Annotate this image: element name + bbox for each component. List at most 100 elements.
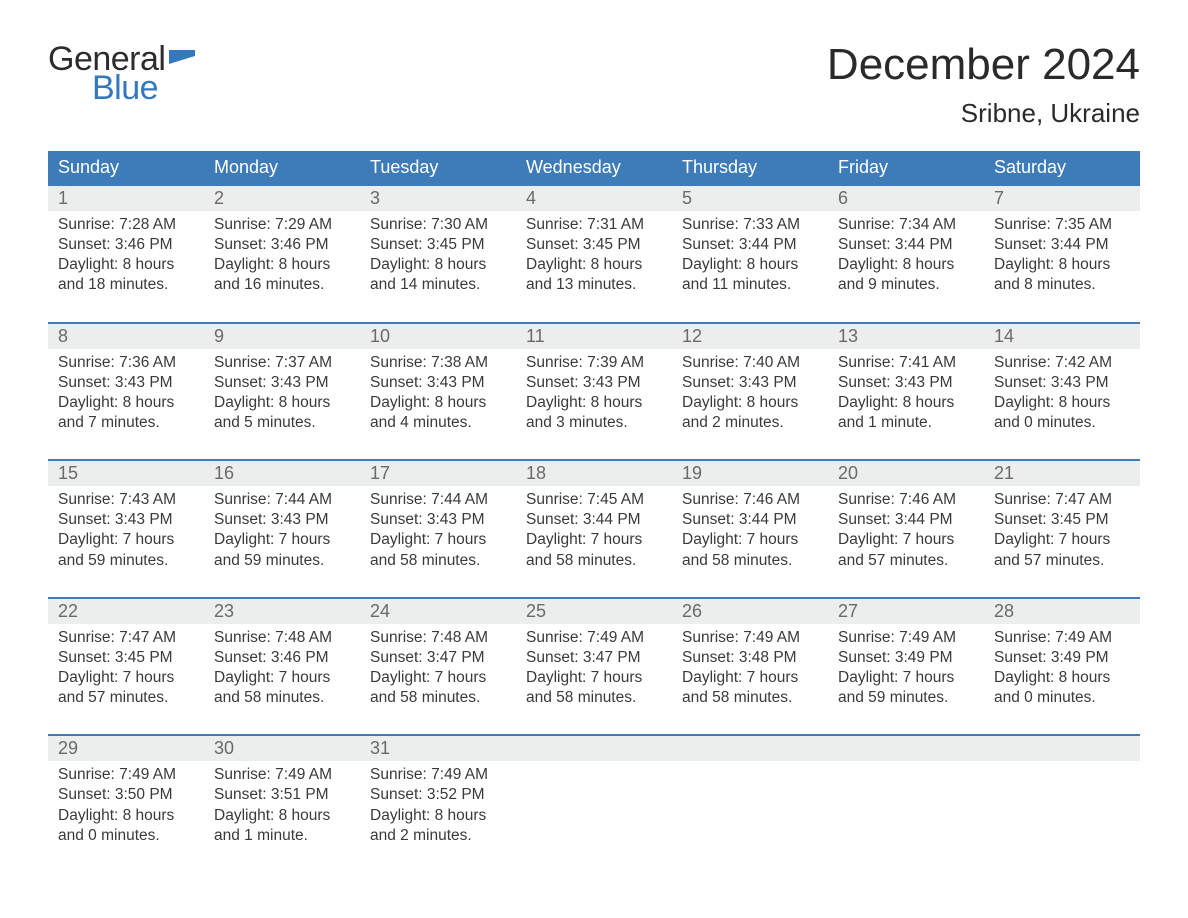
calendar-week: 15Sunrise: 7:43 AMSunset: 3:43 PMDayligh… [48, 459, 1140, 579]
sunrise-line: Sunrise: 7:48 AM [370, 628, 506, 648]
sunset-line: Sunset: 3:50 PM [58, 785, 194, 805]
calendar-week: 8Sunrise: 7:36 AMSunset: 3:43 PMDaylight… [48, 322, 1140, 442]
calendar-day: 30Sunrise: 7:49 AMSunset: 3:51 PMDayligh… [204, 736, 360, 854]
calendar-day: 25Sunrise: 7:49 AMSunset: 3:47 PMDayligh… [516, 599, 672, 717]
calendar-day: 6Sunrise: 7:34 AMSunset: 3:44 PMDaylight… [828, 186, 984, 304]
daylight-line-2: and 7 minutes. [58, 413, 194, 433]
day-number: 11 [516, 324, 672, 349]
dow-tue: Tuesday [360, 151, 516, 184]
day-body: Sunrise: 7:28 AMSunset: 3:46 PMDaylight:… [48, 211, 204, 304]
daylight-line-2: and 8 minutes. [994, 275, 1130, 295]
daylight-line-1: Daylight: 8 hours [682, 255, 818, 275]
sunrise-line: Sunrise: 7:31 AM [526, 215, 662, 235]
day-body: Sunrise: 7:29 AMSunset: 3:46 PMDaylight:… [204, 211, 360, 304]
daylight-line-2: and 59 minutes. [838, 688, 974, 708]
sunset-line: Sunset: 3:43 PM [58, 510, 194, 530]
day-number: 29 [48, 736, 204, 761]
day-body: Sunrise: 7:39 AMSunset: 3:43 PMDaylight:… [516, 349, 672, 442]
day-body: Sunrise: 7:35 AMSunset: 3:44 PMDaylight:… [984, 211, 1140, 304]
day-body: Sunrise: 7:31 AMSunset: 3:45 PMDaylight:… [516, 211, 672, 304]
calendar-day: 7Sunrise: 7:35 AMSunset: 3:44 PMDaylight… [984, 186, 1140, 304]
daylight-line-1: Daylight: 8 hours [58, 806, 194, 826]
calendar-day: 31Sunrise: 7:49 AMSunset: 3:52 PMDayligh… [360, 736, 516, 854]
daylight-line-2: and 0 minutes. [994, 413, 1130, 433]
sunrise-line: Sunrise: 7:47 AM [994, 490, 1130, 510]
daylight-line-1: Daylight: 7 hours [682, 530, 818, 550]
sunset-line: Sunset: 3:49 PM [994, 648, 1130, 668]
calendar-day: 24Sunrise: 7:48 AMSunset: 3:47 PMDayligh… [360, 599, 516, 717]
daylight-line-1: Daylight: 7 hours [838, 668, 974, 688]
sunrise-line: Sunrise: 7:49 AM [370, 765, 506, 785]
day-number: 21 [984, 461, 1140, 486]
sunset-line: Sunset: 3:43 PM [994, 373, 1130, 393]
sunrise-line: Sunrise: 7:33 AM [682, 215, 818, 235]
sunset-line: Sunset: 3:45 PM [58, 648, 194, 668]
daylight-line-1: Daylight: 7 hours [370, 668, 506, 688]
sunrise-line: Sunrise: 7:36 AM [58, 353, 194, 373]
calendar-day: 20Sunrise: 7:46 AMSunset: 3:44 PMDayligh… [828, 461, 984, 579]
day-number: 24 [360, 599, 516, 624]
sunrise-line: Sunrise: 7:30 AM [370, 215, 506, 235]
daylight-line-2: and 1 minute. [838, 413, 974, 433]
sunset-line: Sunset: 3:43 PM [58, 373, 194, 393]
day-body: Sunrise: 7:49 AMSunset: 3:49 PMDaylight:… [984, 624, 1140, 717]
daylight-line-2: and 59 minutes. [58, 551, 194, 571]
calendar-day: 1Sunrise: 7:28 AMSunset: 3:46 PMDaylight… [48, 186, 204, 304]
sunrise-line: Sunrise: 7:48 AM [214, 628, 350, 648]
day-number: 27 [828, 599, 984, 624]
sunset-line: Sunset: 3:44 PM [682, 510, 818, 530]
sunrise-line: Sunrise: 7:39 AM [526, 353, 662, 373]
sunrise-line: Sunrise: 7:37 AM [214, 353, 350, 373]
calendar-day: 21Sunrise: 7:47 AMSunset: 3:45 PMDayligh… [984, 461, 1140, 579]
day-body: Sunrise: 7:49 AMSunset: 3:48 PMDaylight:… [672, 624, 828, 717]
day-body: Sunrise: 7:48 AMSunset: 3:46 PMDaylight:… [204, 624, 360, 717]
sunset-line: Sunset: 3:46 PM [58, 235, 194, 255]
sunset-line: Sunset: 3:45 PM [526, 235, 662, 255]
dow-fri: Friday [828, 151, 984, 184]
day-body: Sunrise: 7:36 AMSunset: 3:43 PMDaylight:… [48, 349, 204, 442]
sunset-line: Sunset: 3:44 PM [838, 510, 974, 530]
day-body: Sunrise: 7:46 AMSunset: 3:44 PMDaylight:… [828, 486, 984, 579]
day-body: Sunrise: 7:49 AMSunset: 3:47 PMDaylight:… [516, 624, 672, 717]
daylight-line-2: and 58 minutes. [526, 551, 662, 571]
daylight-line-2: and 16 minutes. [214, 275, 350, 295]
calendar-day: 8Sunrise: 7:36 AMSunset: 3:43 PMDaylight… [48, 324, 204, 442]
day-number: 6 [828, 186, 984, 211]
daylight-line-1: Daylight: 7 hours [58, 530, 194, 550]
daylight-line-1: Daylight: 7 hours [526, 668, 662, 688]
daylight-line-1: Daylight: 8 hours [682, 393, 818, 413]
daylight-line-2: and 58 minutes. [526, 688, 662, 708]
brand-logo: General Blue [48, 40, 195, 108]
day-number: 4 [516, 186, 672, 211]
day-body: .... [828, 761, 984, 854]
sunset-line: Sunset: 3:43 PM [838, 373, 974, 393]
dow-wed: Wednesday [516, 151, 672, 184]
sunrise-line: Sunrise: 7:45 AM [526, 490, 662, 510]
sunrise-line: Sunrise: 7:34 AM [838, 215, 974, 235]
sunrise-line: Sunrise: 7:40 AM [682, 353, 818, 373]
day-number: 19 [672, 461, 828, 486]
calendar-day: ..... [828, 736, 984, 854]
daylight-line-1: Daylight: 8 hours [526, 255, 662, 275]
calendar-day: ..... [984, 736, 1140, 854]
sunset-line: Sunset: 3:44 PM [682, 235, 818, 255]
daylight-line-2: and 58 minutes. [214, 688, 350, 708]
calendar-page: General Blue December 2024 Sribne, Ukrai… [0, 0, 1188, 894]
day-number: 17 [360, 461, 516, 486]
day-body: Sunrise: 7:49 AMSunset: 3:49 PMDaylight:… [828, 624, 984, 717]
sunset-line: Sunset: 3:43 PM [526, 373, 662, 393]
daylight-line-2: and 59 minutes. [214, 551, 350, 571]
daylight-line-1: Daylight: 8 hours [214, 393, 350, 413]
calendar-day: 23Sunrise: 7:48 AMSunset: 3:46 PMDayligh… [204, 599, 360, 717]
calendar-day: 28Sunrise: 7:49 AMSunset: 3:49 PMDayligh… [984, 599, 1140, 717]
day-number: . [828, 736, 984, 761]
calendar-day: 19Sunrise: 7:46 AMSunset: 3:44 PMDayligh… [672, 461, 828, 579]
day-number: 2 [204, 186, 360, 211]
dow-sat: Saturday [984, 151, 1140, 184]
daylight-line-2: and 2 minutes. [370, 826, 506, 846]
calendar-day: 14Sunrise: 7:42 AMSunset: 3:43 PMDayligh… [984, 324, 1140, 442]
sunset-line: Sunset: 3:52 PM [370, 785, 506, 805]
sunrise-line: Sunrise: 7:49 AM [838, 628, 974, 648]
daylight-line-1: Daylight: 7 hours [994, 530, 1130, 550]
day-number: 16 [204, 461, 360, 486]
